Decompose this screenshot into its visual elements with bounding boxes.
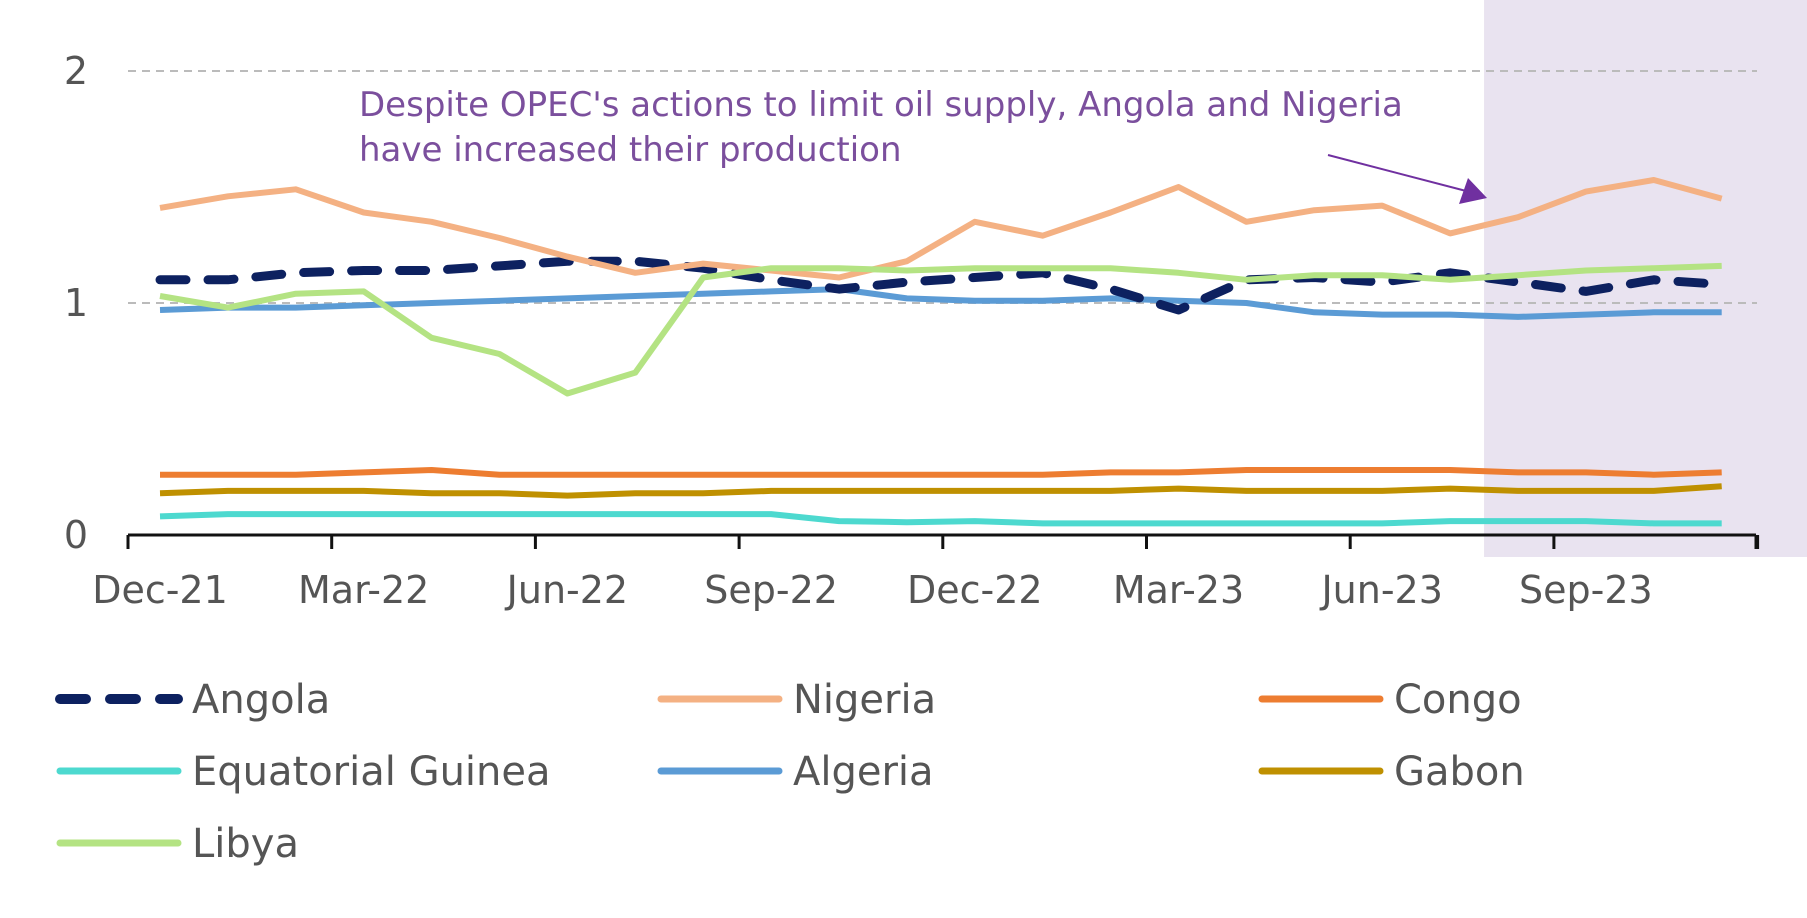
series-line-equatorial-guinea [159,511,1722,527]
series-line-gabon [159,483,1722,499]
legend-label-equatorial-guinea: Equatorial Guinea [192,749,551,795]
legend: Angola Nigeria Congo Equatorial Guinea Alger… [55,677,1525,867]
series-line-angola [155,256,1727,315]
y-tick-label: 1 [64,281,88,325]
x-tick-label: Mar-23 [1113,568,1244,612]
y-axis-ticks: 0 1 2 [64,49,88,557]
x-axis-ticks: Dec-21 Mar-22 Jun-22 Sep-22 Dec-22 Mar-23 Jun-… [92,568,1653,612]
legend-label-algeria: Algeria [793,749,934,795]
x-tick-label: Sep-22 [704,568,838,612]
legend-label-congo: Congo [1394,677,1522,723]
legend-label-gabon: Gabon [1394,749,1525,795]
series-line-nigeria [159,177,1723,281]
legend-label-libya: Libya [192,821,299,867]
x-axis [126,533,1760,549]
annotation-arrow [1327,154,1487,204]
y-tick-label: 0 [64,513,88,557]
series-line-libya [159,262,1722,397]
x-tick-label: Dec-21 [92,568,228,612]
series-line-algeria [159,286,1722,320]
legend-label-angola: Angola [192,677,330,723]
x-tick-label: Sep-23 [1519,568,1653,612]
series-layer [155,177,1727,527]
annotation-line-2: have increased their production [359,130,902,170]
x-tick-label: Jun-22 [505,568,628,612]
legend-label-nigeria: Nigeria [793,677,936,723]
y-tick-label: 2 [64,49,88,93]
x-tick-label: Jun-23 [1319,568,1442,612]
annotation-line-1: Despite OPEC's actions to limit oil supp… [359,85,1403,125]
series-line-congo [160,467,1722,478]
x-tick-label: Mar-22 [298,568,429,612]
x-tick-label: Dec-22 [907,568,1043,612]
